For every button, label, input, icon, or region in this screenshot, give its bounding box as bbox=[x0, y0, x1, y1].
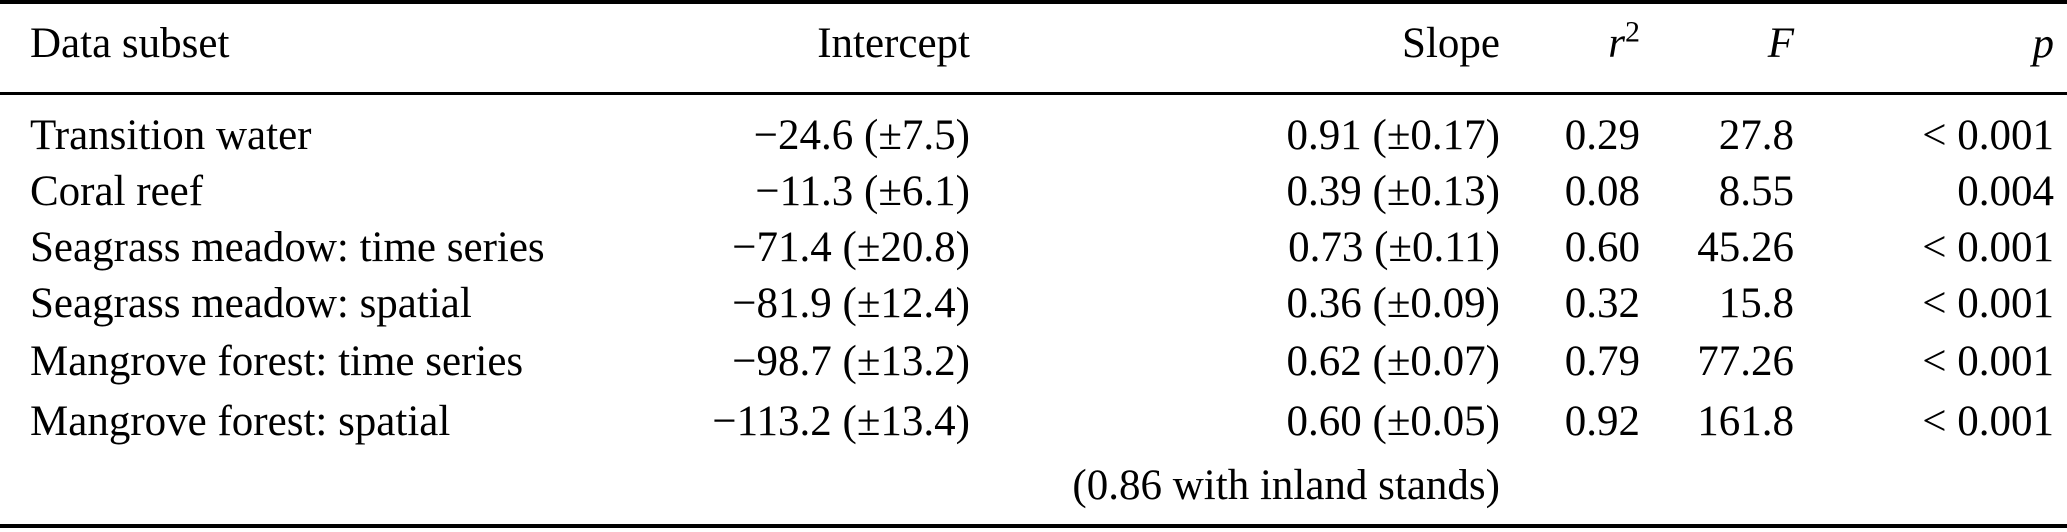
cell-p-value-empty bbox=[1794, 464, 2054, 507]
col-header-r-squared: r2 bbox=[1500, 17, 1640, 67]
slope-inland-stands-note: (0.86 with inland stands) bbox=[1072, 462, 1500, 509]
cell-p-value: < 0.001 bbox=[1922, 398, 2054, 445]
cell-slope: 0.73 (±0.11) bbox=[1288, 224, 1500, 271]
cell-slope: 0.91 (±0.17) bbox=[1286, 112, 1501, 159]
cell-data-subset-empty bbox=[30, 464, 630, 507]
col-header-data-subset: Data subset bbox=[30, 20, 230, 67]
header-separator-rule bbox=[0, 92, 2067, 95]
r-squared-exponent: 2 bbox=[1625, 15, 1640, 49]
cell-r-squared: 0.92 bbox=[1564, 398, 1640, 445]
cell-f-statistic: 161.8 bbox=[1697, 398, 1794, 445]
cell-data-subset: Seagrass meadow: spatial bbox=[30, 280, 472, 327]
cell-data-subset: Transition water bbox=[30, 112, 312, 159]
table-row: Mangrove forest: time series −98.7 (±13.… bbox=[0, 340, 2067, 383]
cell-data-subset: Coral reef bbox=[30, 168, 204, 215]
r-squared-symbol: r bbox=[1608, 20, 1625, 67]
col-header-intercept: Intercept bbox=[817, 20, 970, 67]
table-row: Coral reef −11.3 (±6.1) 0.39 (±0.13) 0.0… bbox=[0, 170, 2067, 213]
cell-r-squared: 0.79 bbox=[1564, 338, 1640, 385]
cell-f-statistic-empty bbox=[1640, 464, 1794, 507]
cell-intercept: −11.3 (±6.1) bbox=[755, 168, 970, 215]
cell-slope: 0.62 (±0.07) bbox=[1286, 338, 1501, 385]
cell-f-statistic: 27.8 bbox=[1718, 112, 1794, 159]
table-header-row: Data subset Intercept Slope r2 F p bbox=[0, 17, 2067, 67]
cell-p-value: < 0.001 bbox=[1922, 112, 2054, 159]
cell-intercept: −24.6 (±7.5) bbox=[753, 112, 970, 159]
cell-p-value: 0.004 bbox=[1957, 168, 2054, 215]
table-row: Transition water −24.6 (±7.5) 0.91 (±0.1… bbox=[0, 114, 2067, 157]
table-row: Mangrove forest: spatial −113.2 (±13.4) … bbox=[0, 400, 2067, 443]
cell-f-statistic: 45.26 bbox=[1697, 224, 1794, 271]
cell-r-squared: 0.32 bbox=[1564, 280, 1640, 327]
cell-data-subset: Mangrove forest: time series bbox=[30, 338, 524, 385]
table-note-row: (0.86 with inland stands) bbox=[0, 464, 2067, 507]
cell-slope: 0.36 (±0.09) bbox=[1286, 280, 1501, 327]
cell-r-squared-empty bbox=[1500, 464, 1640, 507]
cell-f-statistic: 15.8 bbox=[1718, 280, 1794, 327]
col-header-slope: Slope bbox=[1402, 20, 1500, 67]
cell-data-subset: Mangrove forest: spatial bbox=[30, 398, 451, 445]
cell-slope: 0.60 (±0.05) bbox=[1286, 398, 1501, 445]
cell-r-squared: 0.08 bbox=[1564, 168, 1640, 215]
cell-r-squared: 0.60 bbox=[1564, 224, 1640, 271]
cell-f-statistic: 77.26 bbox=[1697, 338, 1794, 385]
cell-slope: 0.39 (±0.13) bbox=[1286, 168, 1501, 215]
col-header-p-value: p bbox=[2032, 20, 2055, 67]
table-row: Seagrass meadow: time series −71.4 (±20.… bbox=[0, 226, 2067, 269]
cell-r-squared: 0.29 bbox=[1564, 112, 1640, 159]
cell-p-value: < 0.001 bbox=[1922, 338, 2054, 385]
cell-p-value: < 0.001 bbox=[1922, 224, 2054, 271]
cell-intercept: −113.2 (±13.4) bbox=[712, 398, 970, 445]
table-row: Seagrass meadow: spatial −81.9 (±12.4) 0… bbox=[0, 282, 2067, 325]
col-header-f-statistic: F bbox=[1767, 20, 1794, 67]
cell-f-statistic: 8.55 bbox=[1718, 168, 1794, 215]
table-bottom-rule bbox=[0, 524, 2067, 528]
cell-intercept: −98.7 (±13.2) bbox=[732, 338, 970, 385]
cell-data-subset: Seagrass meadow: time series bbox=[30, 224, 545, 271]
table-top-rule bbox=[0, 0, 2067, 4]
cell-intercept: −81.9 (±12.4) bbox=[732, 280, 970, 327]
cell-intercept: −71.4 (±20.8) bbox=[732, 224, 970, 271]
cell-intercept-empty bbox=[630, 464, 970, 507]
cell-p-value: < 0.001 bbox=[1922, 280, 2054, 327]
